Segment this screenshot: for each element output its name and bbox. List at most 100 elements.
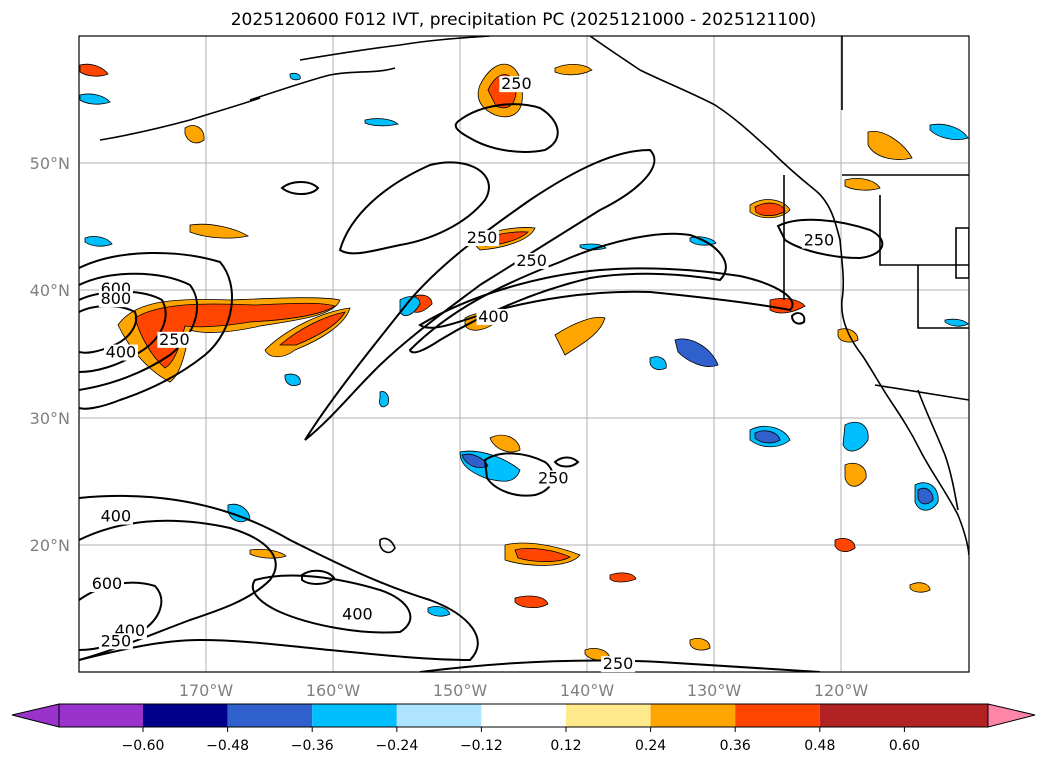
contour-label: 800 — [101, 289, 132, 308]
border — [955, 227, 969, 279]
precip-area — [364, 118, 399, 127]
precip-area — [844, 462, 867, 487]
contour-label-bg — [801, 232, 836, 249]
colorbar-bin — [227, 704, 313, 727]
precip-area — [917, 487, 934, 505]
ivt-contour-250 — [553, 456, 580, 468]
colorbar-bin — [143, 704, 228, 727]
contour-label: 250 — [538, 468, 569, 487]
colorbar-over-triangle — [987, 703, 1036, 728]
coastline — [589, 36, 969, 556]
colorbar-tick-label: −0.60 — [122, 738, 165, 754]
contour-label-bg — [465, 230, 500, 247]
precip-area — [944, 318, 969, 327]
contour-label: 250 — [467, 228, 498, 247]
ivt-contour-250 — [790, 312, 806, 325]
contour-label-bg — [499, 76, 534, 93]
precip-area — [79, 93, 111, 105]
contour-label-bg — [98, 291, 133, 308]
precip-area — [289, 72, 301, 81]
colorbar-ticks: −0.60 −0.48 −0.36 −0.24 −0.12 0.12 0.24 0.36 0.4… — [122, 727, 920, 754]
ivt-contour-250 — [338, 161, 490, 255]
colorbar-bin — [735, 704, 820, 727]
precip-area — [427, 606, 451, 617]
ivt-contour-250 — [280, 181, 320, 195]
contour-label: 250 — [804, 231, 835, 250]
colorbar-tick-label: 0.12 — [550, 738, 581, 754]
contour-label-bg — [98, 508, 133, 525]
colorbar-tick-label: −0.48 — [206, 738, 249, 754]
ivt-contour-400 — [79, 519, 277, 661]
contour-label: 250 — [159, 330, 190, 349]
colorbar-tick-label: 0.60 — [889, 738, 920, 754]
colorbar-tick-label: −0.36 — [291, 738, 334, 754]
contour-label: 400 — [342, 605, 373, 624]
colorbar-tick-label: 0.48 — [804, 738, 835, 754]
precip-area — [399, 296, 421, 317]
longitude-labels: 170°W 160°W 150°W 140°W 130°W 120°W — [179, 681, 869, 700]
colorbar-bin — [566, 704, 651, 727]
lon-label-150w: 150°W — [433, 681, 488, 700]
contour-label-bg — [103, 344, 138, 361]
lat-label-40n: 40°N — [30, 281, 70, 300]
island — [379, 537, 396, 554]
colorbar-bin — [819, 704, 988, 727]
ivt-contour-250 — [79, 251, 233, 410]
map-frame — [78, 35, 970, 673]
colorbar-bin — [481, 704, 566, 727]
precip-area — [929, 123, 969, 140]
ivt-contour-250 — [776, 218, 884, 260]
map-title: 2025120600 F012 IVT, precipitation PC (2… — [230, 10, 817, 30]
colorbar-bin — [650, 704, 736, 727]
lon-label-160w: 160°W — [306, 681, 361, 700]
precip-area — [842, 421, 869, 452]
lon-label-140w: 140°W — [560, 681, 615, 700]
colorbar-under-triangle — [11, 703, 60, 728]
ivt-contour-400 — [79, 272, 199, 391]
gridlines — [79, 36, 969, 672]
colorbar-tick-label: −0.12 — [460, 738, 503, 754]
lat-label-20n: 20°N — [30, 536, 70, 555]
precip-area — [554, 316, 606, 356]
border — [917, 265, 969, 329]
precip-area — [514, 595, 549, 608]
precip-area — [844, 178, 881, 191]
ivt-contour-250 — [304, 148, 656, 441]
precip-area — [674, 338, 719, 367]
precip-area — [79, 63, 109, 77]
precip-positive-anomalies — [79, 63, 931, 661]
precip-area — [649, 356, 667, 370]
lon-label-130w: 130°W — [687, 681, 742, 700]
ivt-contour-250 — [419, 659, 821, 672]
coastlines — [99, 36, 969, 556]
contour-label-bg — [98, 633, 133, 650]
precip-area — [769, 298, 806, 314]
precip-area — [84, 236, 113, 247]
coastline — [917, 389, 959, 511]
contour-label-bg — [601, 656, 636, 673]
border — [879, 195, 969, 266]
precip-area — [867, 131, 913, 160]
contour-label: 250 — [516, 251, 547, 270]
lon-label-120w: 120°W — [814, 681, 869, 700]
contour-label-bg — [536, 470, 571, 487]
precip-area — [609, 572, 637, 583]
precip-area — [754, 430, 781, 444]
colorbar-bins — [58, 703, 989, 728]
precip-area — [554, 64, 593, 76]
contour-label-bg — [157, 331, 192, 348]
ivt-contour-400 — [301, 569, 336, 585]
precip-area — [379, 391, 389, 408]
contour-label: 250 — [603, 654, 634, 673]
contour-label-bg — [340, 606, 375, 623]
colorbar-tick-label: 0.36 — [720, 738, 751, 754]
ivt-contours — [79, 103, 884, 672]
precip-area — [284, 373, 301, 386]
precip-area — [579, 243, 607, 251]
precip-area — [184, 125, 205, 144]
precip-area — [514, 548, 571, 563]
colorbar-bin — [59, 704, 143, 727]
ivt-contour-250 — [79, 494, 479, 662]
contour-label-bg — [514, 252, 549, 269]
